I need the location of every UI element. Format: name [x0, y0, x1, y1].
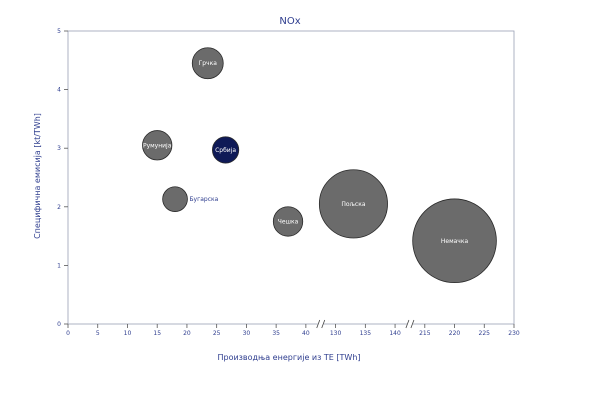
x-tick-label: 20 [183, 330, 191, 337]
axis-break-gap [317, 320, 324, 328]
x-tick-label: 225 [479, 330, 491, 337]
x-tick-label: 10 [124, 330, 132, 337]
plot-frame [67, 30, 515, 325]
bubble [412, 198, 497, 284]
bubble-label: Србија [215, 147, 236, 154]
x-tick-label: 40 [302, 330, 310, 337]
bubble-label: Бугарска [189, 196, 218, 203]
bubble [212, 136, 240, 164]
bubble [162, 186, 188, 212]
x-tick-label: 15 [153, 330, 161, 337]
axis-break-mark [410, 319, 415, 329]
x-tick-label: 130 [330, 330, 342, 337]
axis-break-mark [316, 319, 321, 329]
axis-break-gap [406, 320, 413, 328]
x-tick-label: 135 [360, 330, 372, 337]
x-tick-label: 5 [96, 330, 100, 337]
bubble [191, 47, 224, 80]
y-tick-label: 3 [57, 145, 61, 152]
y-tick-label: 2 [57, 204, 61, 211]
x-tick-label: 30 [243, 330, 251, 337]
y-axis-label: Специфична емисија [kt/TWh] [33, 113, 42, 239]
y-tick-label: 1 [57, 262, 61, 269]
x-axis-label: Производња енергије из ТЕ [TWh] [217, 353, 360, 362]
x-tick-label: 220 [449, 330, 461, 337]
bubble [318, 169, 388, 239]
x-tick-label: 25 [213, 330, 221, 337]
chart-title: NOx [279, 16, 300, 27]
y-tick-label: 5 [57, 28, 61, 35]
bubble-label: Грчка [199, 60, 218, 67]
bubble-label: Немачка [441, 238, 469, 245]
x-tick-label: 230 [508, 330, 520, 337]
x-tick-label: 35 [272, 330, 280, 337]
axis-break-mark [405, 319, 410, 329]
y-tick-label: 0 [57, 321, 61, 328]
x-tick-label: 0 [66, 330, 70, 337]
x-tick-label: 140 [389, 330, 401, 337]
x-tick-label: 215 [419, 330, 431, 337]
bubble [142, 130, 173, 161]
axis-break-mark [321, 319, 326, 329]
bubble-label: Румунија [143, 142, 172, 149]
plot-area: 0 1 2 3 4 5 0 5 10 15 20 25 30 35 40 130 135 140 215 220 225… [57, 28, 520, 337]
y-tick-label: 4 [57, 87, 61, 94]
bubble-label: Чешка [278, 218, 299, 225]
bubble-label: Пољска [341, 201, 366, 208]
bubble [272, 206, 304, 237]
